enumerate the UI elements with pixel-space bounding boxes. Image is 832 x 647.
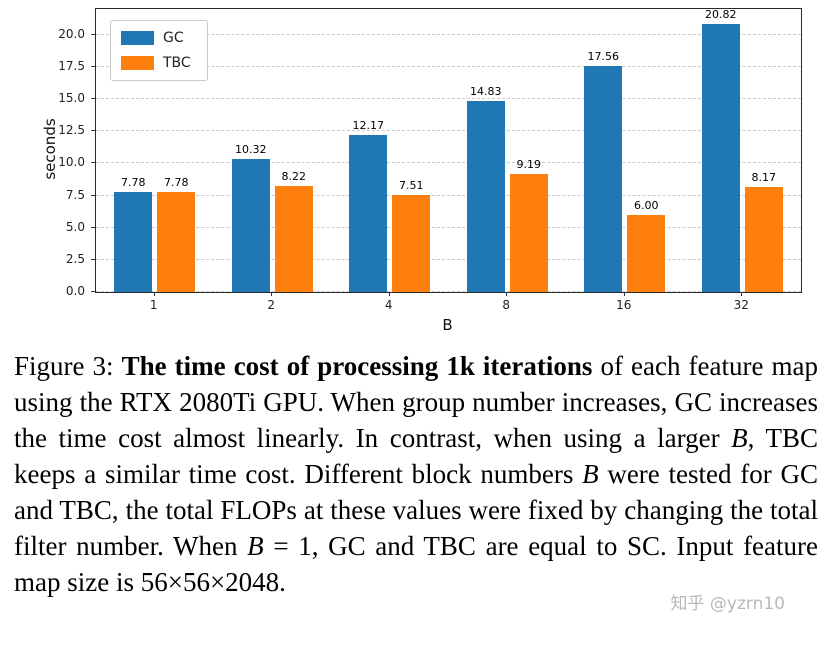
watermark: 知乎 @yzrn10 [670,594,785,614]
x-tick-label: 1 [95,292,213,312]
gridline [96,226,801,228]
bar-value-label: 8.17 [751,170,777,184]
bar-value-label: 14.83 [470,85,502,99]
caption-segment: The time cost of processing 1k iteration… [121,351,593,381]
bar-value-label: 10.32 [235,143,267,157]
x-tick-label: 4 [330,292,448,312]
gridline [96,65,801,67]
bar-group-b4: 12.17 7.51 [331,9,449,292]
plot-area: GC TBC 7.78 7.78 10.32 8.22 12.17 7.51 14.83 9.… [95,8,802,293]
x-tick-label: 8 [448,292,566,312]
y-tick-label: 5.0 [65,219,96,234]
gridline [96,162,801,164]
caption-segment: of each feature map using the RTX 2080Ti… [14,351,818,453]
bar-tbc-b16: 6.00 [627,199,666,292]
bar-gc-b8: 14.83 [466,85,505,292]
gridline [96,98,801,100]
bar-gc-b2: 10.32 [231,143,270,292]
gridline [96,291,801,292]
y-tick-label: 20.0 [58,26,95,41]
legend-label-tbc: TBC [163,55,191,71]
bar-tbc-b8: 9.19 [509,158,548,292]
bar-value-label: 8.22 [281,170,307,184]
bar-gc-b16: 17.56 [584,50,623,292]
gridline [96,194,801,196]
legend-item-gc: GC [121,30,191,46]
gc-color-swatch [121,31,154,45]
bar-tbc-b1: 7.78 [157,176,196,292]
bar-value-label: 7.78 [121,175,146,189]
bar-value-label: 20.82 [705,8,737,22]
y-tick-label: 0.0 [65,284,96,298]
legend-item-tbc: TBC [121,55,191,71]
bar-chart: seconds 0.0 2.5 5.0 7.5 10.0 12.5 15.0 17.5 20.0… [0,8,802,334]
y-tick-label: 2.5 [65,251,96,266]
bar-group-b1: 7.78 7.78 [96,9,214,292]
bar-tbc-b4: 7.51 [392,179,431,292]
bar-value-label: 17.56 [587,50,620,64]
x-tick-label: 32 [683,292,801,312]
chart-legend: GC TBC [110,20,208,81]
bar-value-label: 9.19 [516,157,542,171]
caption-segment: Figure 3: [14,351,122,381]
caption-segment: were tested for GC and TBC, the total FL… [14,459,818,561]
x-tick-label: 2 [213,292,331,312]
tbc-color-swatch [121,56,154,70]
figure-caption: Figure 3: The time cost of processing 1k… [0,348,832,600]
bar-tbc-b32: 8.17 [744,171,783,292]
bar-value-label: 12.17 [352,119,385,133]
bar-gc-b1: 7.78 [114,176,153,292]
bar-value-label: 7.51 [399,179,424,193]
caption-segment: B [247,531,264,561]
bar-value-label: 7.78 [164,175,189,189]
bar-group-b2: 10.32 8.22 [214,9,332,292]
y-tick-label: 10.0 [58,155,95,170]
y-axis-ticks: 0.0 2.5 5.0 7.5 10.0 12.5 15.0 17.5 20.0 [0,8,96,298]
y-tick-label: 12.5 [58,123,95,138]
y-tick-label: 15.0 [58,91,95,106]
bar-group-b8: 14.83 9.19 [449,9,567,292]
gridline [96,130,801,132]
bar-tbc-b2: 8.22 [274,170,313,292]
gridline [96,258,801,260]
legend-label-gc: GC [163,30,184,46]
x-tick-label: 16 [565,292,683,312]
bar-group-b16: 17.56 6.00 [566,9,684,292]
caption-segment: = 1, GC and TBC are equal to SC. Input f… [14,531,818,597]
x-axis-ticks: 1 2 4 8 16 32 [95,292,800,312]
bar-gc-b32: 20.82 [701,8,740,292]
x-axis-label: B [442,316,453,334]
y-tick-label: 17.5 [58,58,95,73]
caption-segment: , TBC keeps a similar time cost. Differe… [14,423,818,489]
bar-value-label: 6.00 [634,198,659,212]
caption-segment: B [582,459,599,489]
caption-segment: B [731,423,748,453]
bar-group-b32: 20.82 8.17 [684,8,802,292]
y-tick-label: 7.5 [65,187,96,202]
bar-gc-b4: 12.17 [349,119,388,292]
gridline [96,33,801,35]
